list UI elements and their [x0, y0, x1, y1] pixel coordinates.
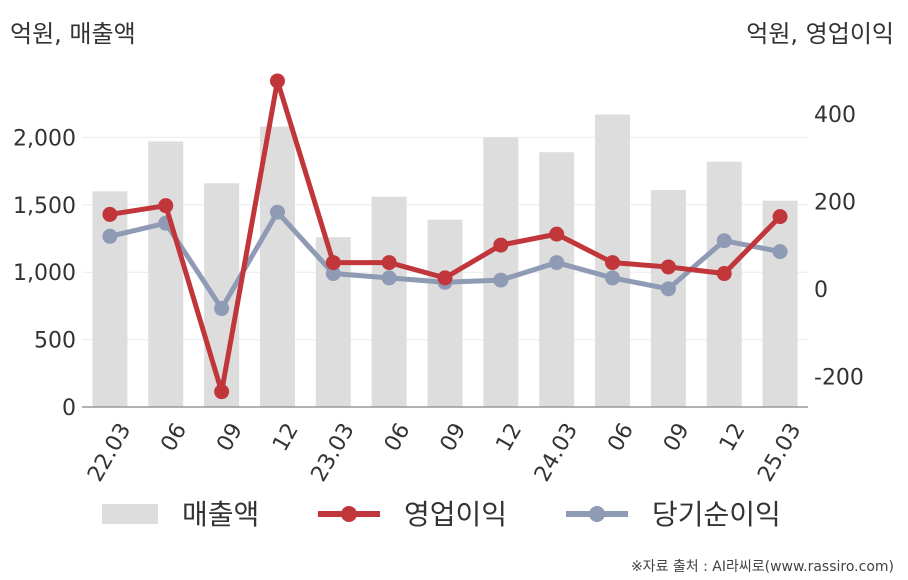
bar: [762, 200, 798, 407]
data-point: [269, 204, 285, 220]
data-point: [716, 233, 732, 249]
x-tick-label: 06: [603, 419, 639, 456]
data-point: [214, 301, 230, 317]
source-note: ※자료 출처 : AI라씨로(www.rassiro.com): [630, 559, 894, 575]
data-point: [437, 270, 453, 286]
x-tick-label: 12: [715, 419, 751, 456]
data-point: [102, 206, 118, 222]
legend-label: 영업이익: [404, 498, 507, 531]
x-tick-label: 25.03: [753, 419, 806, 486]
x-tick-label: 24.03: [530, 419, 583, 486]
x-tick-label: 09: [212, 419, 248, 456]
data-point: [325, 266, 341, 282]
data-point: [381, 270, 397, 286]
legend-label: 매출액: [182, 498, 259, 531]
right-axis-unit-label: 억원, 영업이익: [746, 20, 894, 48]
x-tick-label: 12: [492, 419, 528, 456]
legend-swatch: [102, 504, 158, 524]
legend-item: 영업이익: [318, 498, 507, 531]
right-tick-label: 200: [814, 190, 856, 215]
bar-series: [92, 114, 798, 407]
right-tick-label: 400: [814, 103, 856, 128]
data-point: [716, 266, 732, 282]
bar: [483, 137, 519, 407]
right-tick-label: 0: [814, 278, 828, 303]
data-point: [772, 209, 788, 225]
data-point: [493, 237, 509, 253]
x-tick-label: 12: [268, 419, 304, 456]
left-tick-label: 1,000: [13, 261, 76, 286]
legend-item: 당기순이익: [566, 498, 781, 531]
axes: 0 500 1,000 1,500 2,000 -200 0 200 400: [13, 103, 864, 421]
bar: [371, 196, 407, 407]
bar: [204, 183, 240, 407]
legend: 매출액 영업이익 당기순이익: [102, 498, 781, 531]
left-tick-label: 0: [62, 396, 76, 421]
x-tick-label: 09: [436, 419, 472, 456]
bar: [259, 126, 295, 407]
data-point: [772, 244, 788, 260]
bar: [706, 161, 742, 407]
left-tick-label: 1,500: [13, 194, 76, 219]
legend-marker: [589, 506, 605, 522]
bar: [539, 152, 575, 407]
data-point: [381, 255, 397, 271]
data-point: [660, 281, 676, 297]
data-point: [269, 73, 285, 89]
left-tick-label: 2,000: [13, 126, 76, 151]
legend-label: 당기순이익: [652, 498, 781, 531]
x-tick-label: 22.03: [83, 419, 136, 486]
data-point: [660, 259, 676, 275]
bar: [92, 191, 128, 407]
data-point: [605, 270, 621, 286]
data-point: [605, 255, 621, 271]
x-tick-labels: 22.03 06 09 12 23.03 06 09 12 24.03 06 09 12 25.03: [83, 419, 806, 486]
right-tick-label: -200: [814, 365, 864, 390]
data-point: [549, 226, 565, 242]
x-tick-label: 23.03: [307, 419, 360, 486]
left-tick-label: 500: [34, 329, 76, 354]
bar: [650, 189, 686, 407]
bar: [427, 219, 463, 407]
line-series: [102, 73, 788, 400]
x-tick-label: 09: [659, 419, 695, 456]
data-point: [102, 228, 118, 244]
data-point: [493, 272, 509, 288]
bar: [148, 141, 184, 407]
data-point: [214, 384, 230, 400]
data-point: [549, 255, 565, 271]
x-tick-label: 06: [156, 419, 192, 456]
left-axis-unit-label: 억원, 매출액: [10, 20, 136, 48]
x-tick-label: 06: [380, 419, 416, 456]
data-point: [325, 255, 341, 271]
data-point: [158, 198, 174, 214]
legend-marker: [341, 506, 357, 522]
legend-item: 매출액: [102, 498, 259, 531]
